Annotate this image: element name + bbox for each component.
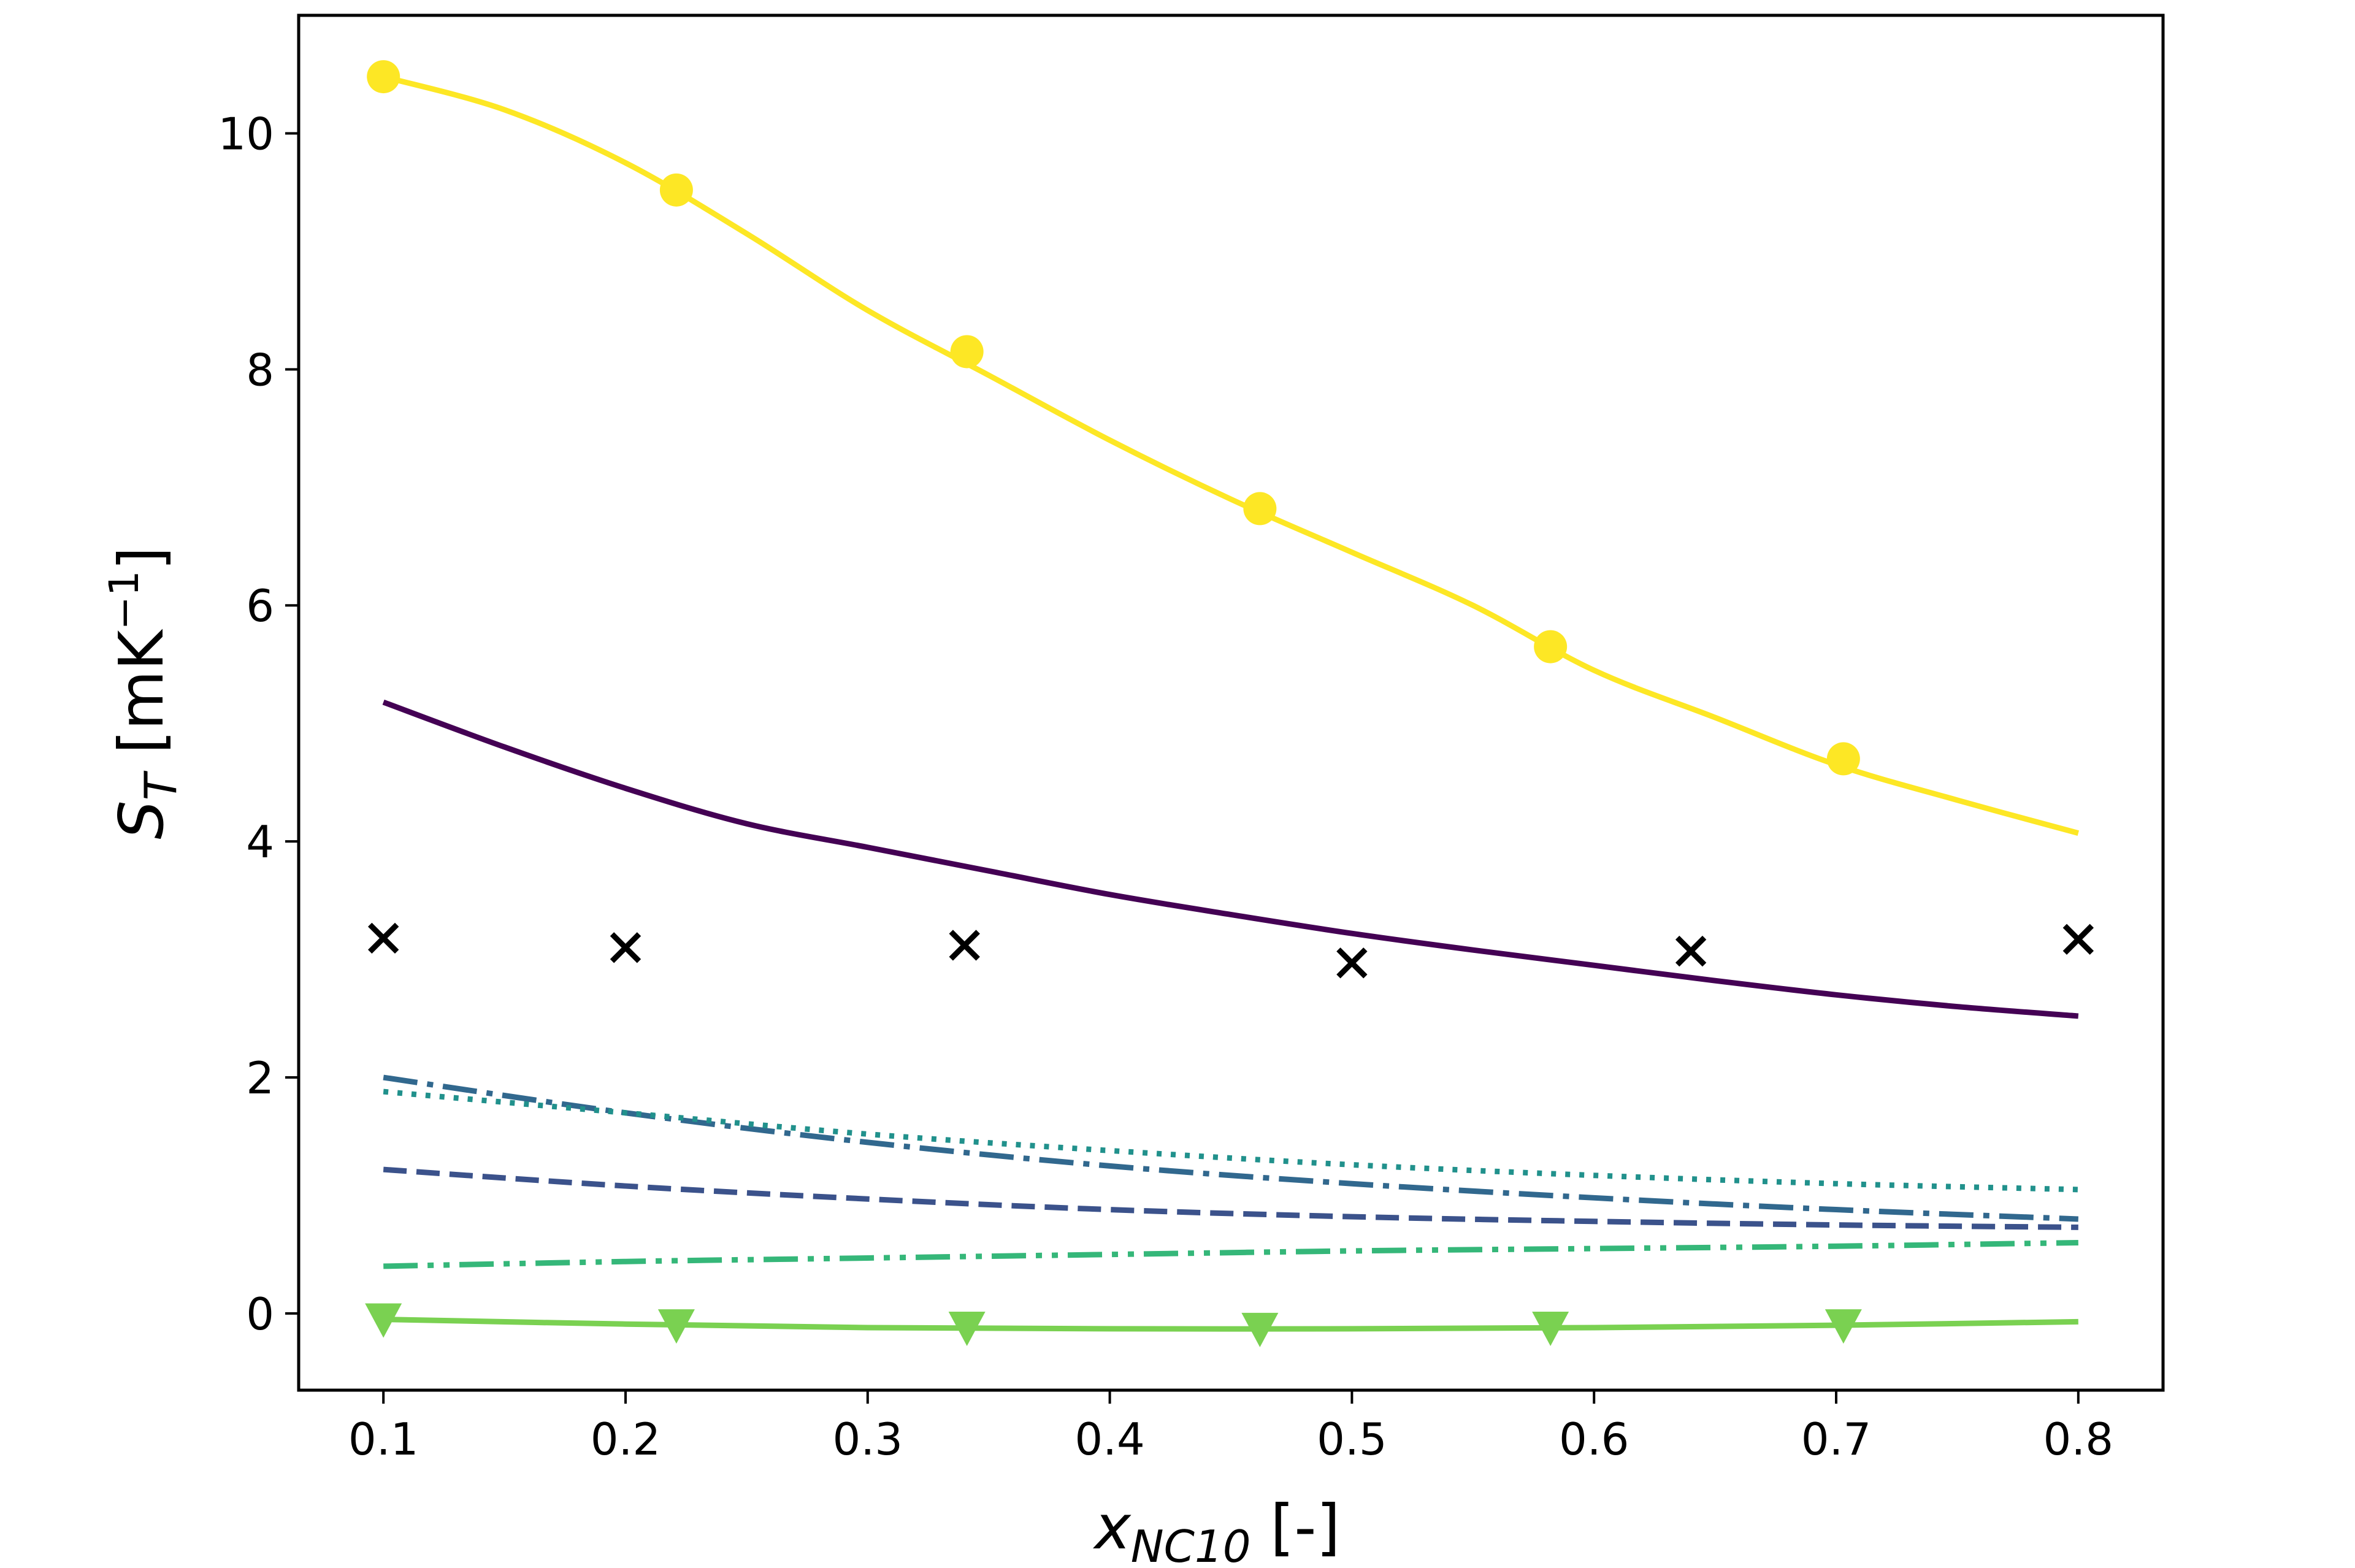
x-tick-label: 0.6 [1559,1413,1629,1465]
data-point [2062,924,2094,955]
plot-frame [297,13,2165,1392]
y-axis-label: ST [mK−1] [101,546,186,839]
plot-content [365,60,2094,1347]
data-point [1826,742,1860,776]
x-axis: 0.1 0.2 0.3 0.4 0.5 0.6 0.7 0.8 [348,1390,2113,1465]
data-point [950,335,984,369]
data-point [367,60,400,94]
x-axis-subscript: NC10 [1131,1521,1251,1568]
x-axis-unit: [-] [1251,1491,1341,1563]
y-axis: 0 2 4 6 8 10 [218,108,299,1340]
y-axis-exponent: −1 [101,570,148,630]
y-tick-label: 10 [218,108,274,159]
data-point [610,932,641,963]
data-point [1534,630,1568,664]
y-tick-label: 0 [246,1288,274,1340]
series-4 [383,1166,2078,1230]
series-6 [365,1303,2078,1347]
data-point [1675,935,1707,967]
series-3 [383,1088,2078,1193]
x-tick-label: 0.2 [591,1413,661,1465]
y-tick-label: 8 [246,344,274,396]
y-axis-subscript: T [135,770,186,800]
x-tick-label: 0.4 [1074,1413,1145,1465]
data-point [1241,1312,1279,1347]
series-line [383,1074,2078,1222]
data-point [1532,1312,1569,1347]
x-tick-label: 0.5 [1317,1413,1387,1465]
series-2 [383,1074,2078,1222]
series-5 [383,1239,2078,1269]
series-line [383,1088,2078,1193]
series-line [382,74,2080,836]
data-point [949,930,980,961]
y-tick-label: 2 [246,1052,274,1104]
y-axis-unit: [mK [105,629,177,773]
y-axis-close: ] [105,546,177,570]
x-tick-label: 0.1 [348,1413,419,1465]
x-axis-symbol: x [1093,1491,1132,1563]
data-point [1336,947,1368,979]
x-tick-label: 0.3 [833,1413,903,1465]
data-point [1825,1309,1862,1344]
y-axis-symbol: S [105,800,177,839]
data-point [657,1309,695,1344]
data-point [1243,492,1277,526]
data-point [365,1303,402,1338]
series-line [382,699,2079,1019]
x-tick-label: 0.8 [2043,1413,2114,1465]
x-tick-label: 0.7 [1801,1413,1872,1465]
series-7 [368,922,2094,979]
data-point [948,1312,986,1347]
x-axis-label: xNC10 [-] [1093,1491,1341,1568]
data-point [659,173,693,207]
y-tick-label: 6 [246,580,274,632]
data-point [368,922,399,954]
series-0 [367,60,2080,836]
series-line [383,1166,2078,1230]
y-tick-label: 4 [246,816,274,868]
series-1 [382,699,2079,1019]
series-line [383,1239,2078,1269]
series-line [383,1317,2078,1332]
